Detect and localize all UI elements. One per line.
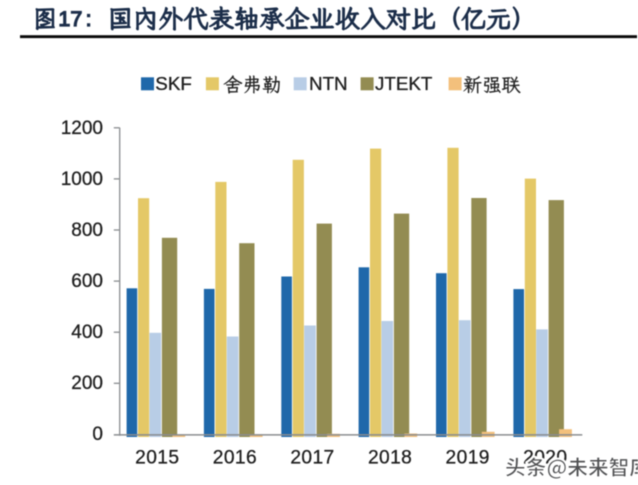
svg-text:400: 400 <box>71 322 103 343</box>
svg-text:2017: 2017 <box>290 447 334 468</box>
svg-text:2018: 2018 <box>368 447 412 468</box>
svg-text:800: 800 <box>71 220 103 241</box>
svg-text:2016: 2016 <box>213 447 257 468</box>
svg-text:1200: 1200 <box>61 118 103 139</box>
svg-text:600: 600 <box>71 271 103 292</box>
svg-text:17: 17 <box>58 7 82 31</box>
svg-text:0: 0 <box>92 424 103 445</box>
svg-text:SKF: SKF <box>155 73 192 94</box>
svg-text:1000: 1000 <box>61 169 103 190</box>
svg-text::: : <box>86 7 92 31</box>
svg-text:2015: 2015 <box>135 447 179 468</box>
svg-text:NTN: NTN <box>309 73 348 94</box>
svg-text:JTEKT: JTEKT <box>375 73 433 94</box>
svg-text:200: 200 <box>71 373 103 394</box>
svg-text:2019: 2019 <box>446 447 490 468</box>
